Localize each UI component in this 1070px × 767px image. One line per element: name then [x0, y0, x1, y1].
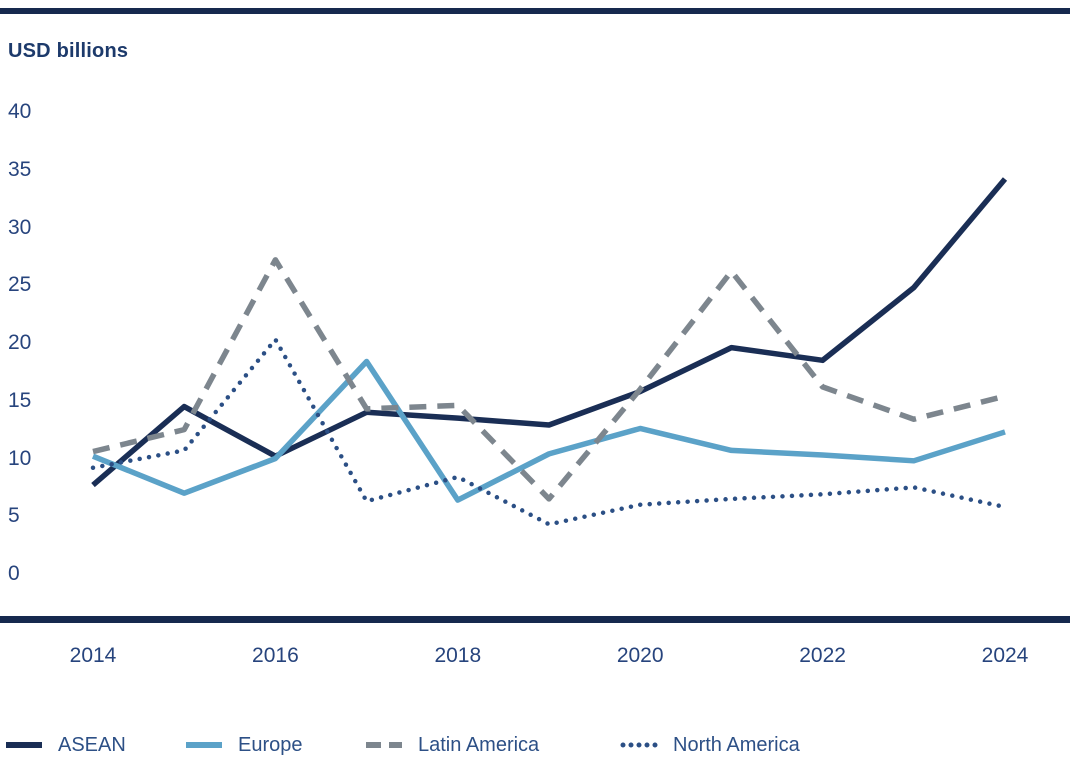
legend-swatch-solid [186, 742, 222, 748]
legend-label: Europe [238, 733, 303, 756]
series-line-latin-america [92, 257, 1006, 502]
y-axis-tick-label: 10 [8, 446, 32, 470]
legend-item-north-america: North America [620, 730, 800, 760]
y-axis-tick-label: 0 [8, 562, 20, 585]
y-axis-tick-label: 30 [8, 215, 32, 239]
y-axis-tick-label: 40 [8, 100, 32, 123]
x-axis-tick-label: 2018 [434, 644, 482, 667]
legend-swatch-dashed [366, 742, 402, 748]
y-axis-tick-label: 15 [8, 388, 32, 412]
x-axis-tick-label: 2020 [616, 644, 664, 667]
y-axis-tick-label: 25 [8, 273, 32, 297]
x-axis-tick-label: 2014 [69, 644, 117, 667]
x-axis-tick-label: 2016 [252, 644, 299, 667]
x-axis-tick-label: 2022 [799, 644, 846, 667]
y-axis-tick-label: 20 [8, 331, 32, 354]
series-line-asean [91, 177, 1008, 488]
top-border-rule [0, 8, 1070, 14]
legend-label: North America [673, 733, 800, 756]
y-axis-tick-label: 5 [8, 504, 20, 528]
legend-label: Latin America [418, 733, 540, 756]
series-line-north-america [90, 337, 1008, 527]
legend-label: ASEAN [58, 733, 126, 756]
series-line-europe [91, 358, 1006, 503]
legend-item-latin-america: Latin America [365, 730, 539, 760]
legend-swatch-dotted [620, 742, 658, 748]
chart-title: USD billions [8, 40, 129, 62]
x-axis-tick-label: 2024 [981, 644, 1029, 667]
legend-swatch-solid [6, 742, 42, 748]
legend-item-asean: ASEAN [5, 730, 126, 760]
y-axis-tick-label: 35 [8, 157, 32, 181]
x-axis-line [0, 616, 1070, 623]
legend-item-europe: Europe [185, 730, 303, 760]
